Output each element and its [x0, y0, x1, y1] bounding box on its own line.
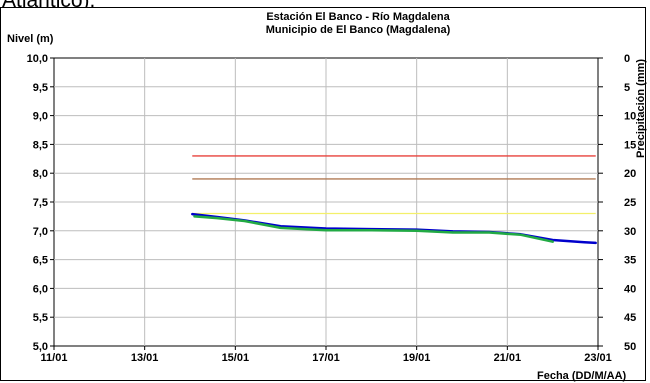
chart-frame: Estación El Banco - Río Magdalena Munici…	[0, 7, 647, 382]
x-axis-title: Fecha (DD/M/AA)	[537, 370, 627, 382]
y2-tick-label: 15	[624, 139, 636, 151]
x-tick-label: 17/01	[312, 352, 340, 364]
y-tick-label: 9,0	[33, 111, 48, 123]
y2-tick-label: 10	[624, 111, 636, 123]
threshold-lines	[192, 155, 596, 215]
y2-axis-title: Precipitación (mm)	[635, 59, 647, 158]
y2-tick-label: 30	[624, 226, 636, 238]
y-tick-label: 5,0	[33, 341, 48, 353]
y2-tick-label: 5	[624, 82, 630, 94]
y2-tick-label: 40	[624, 283, 636, 295]
level-chart: Estación El Banco - Río Magdalena Munici…	[7, 11, 647, 382]
y-tick-label: 7,5	[33, 197, 48, 209]
y-tick-label: 9,5	[33, 82, 48, 94]
y-tick-label: 7,0	[33, 226, 48, 238]
y-tick-label: 5,5	[33, 312, 48, 324]
y2-tick-label: 45	[624, 312, 636, 324]
y-tick-label: 6,0	[33, 283, 48, 295]
y-tick-label: 8,5	[33, 139, 48, 151]
data-series	[191, 212, 597, 245]
y2-tick-label: 50	[624, 341, 636, 353]
y-axis-title: Nivel (m)	[7, 33, 54, 45]
axis-ticks: 11/01 13/01 15/01 17/01 19/01 21/01 23/01 10,0 9…	[27, 53, 637, 364]
x-tick-label: 15/01	[222, 352, 250, 364]
y2-tick-label: 0	[624, 53, 630, 65]
y-tick-label: 6,5	[33, 255, 48, 267]
x-tick-label: 21/01	[494, 352, 522, 364]
x-tick-label: 23/01	[584, 352, 612, 364]
y-tick-label: 10,0	[27, 53, 48, 65]
y-tick-label: 8,0	[33, 168, 48, 180]
y2-tick-label: 20	[624, 168, 636, 180]
x-tick-label: 11/01	[41, 352, 68, 364]
x-tick-label: 19/01	[403, 352, 431, 364]
series-line-2	[193, 215, 554, 243]
y2-tick-label: 25	[624, 197, 636, 209]
x-tick-label: 13/01	[131, 352, 159, 364]
chart-title: Estación El Banco - Río Magdalena	[266, 11, 450, 23]
y2-tick-label: 35	[624, 255, 636, 267]
chart-subtitle: Municipio de El Banco (Magdalena)	[266, 24, 451, 36]
